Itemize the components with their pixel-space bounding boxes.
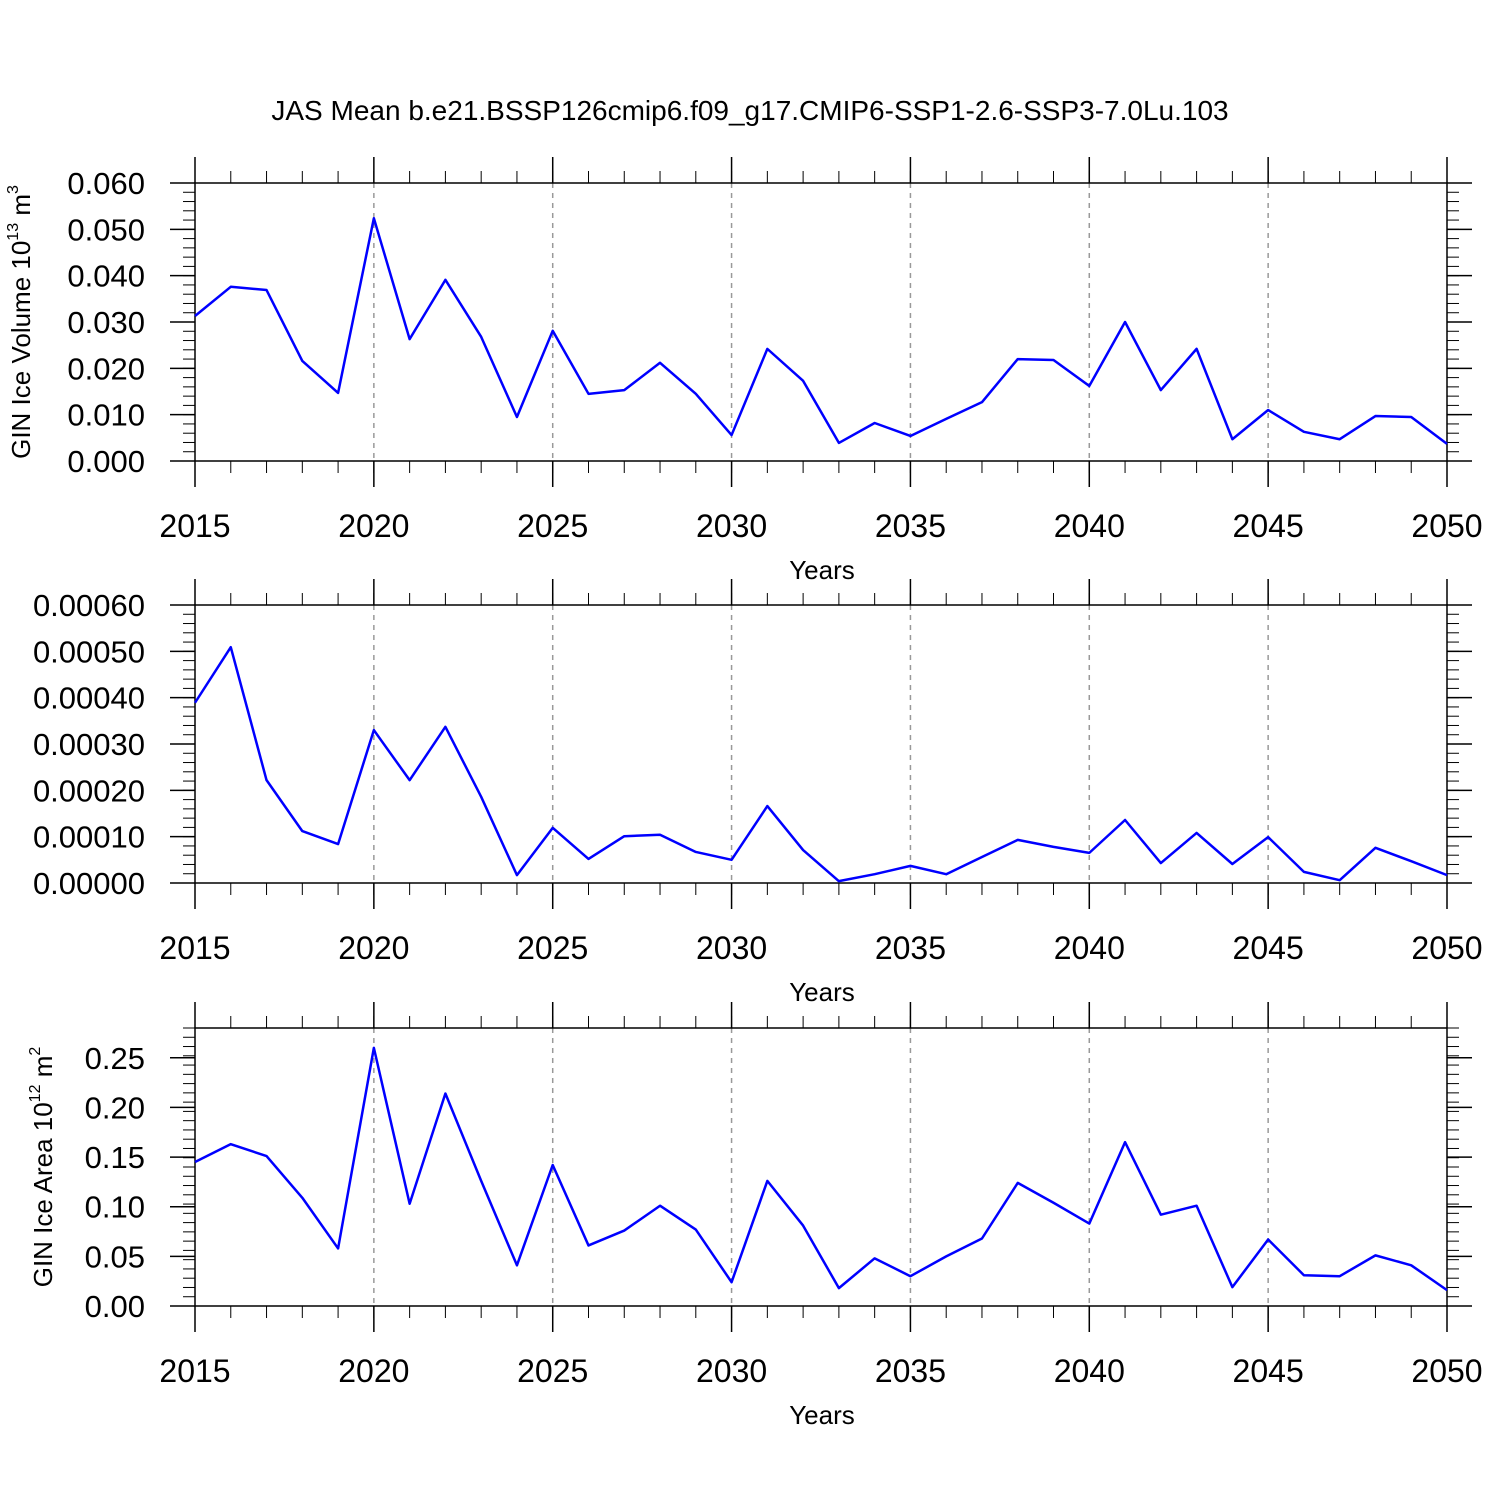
x-tick-label: 2035: [875, 1353, 946, 1389]
y-axis-label: GIN Snow Volume 1013 m3: [0, 592, 4, 896]
y-axis-label-unit: m: [6, 194, 36, 223]
x-tick-label: 2035: [875, 930, 946, 966]
y-axis-label-unit-exponent: 3: [5, 185, 22, 194]
y-axis-label: GIN Ice Area 1012 m2: [27, 1047, 58, 1288]
y-tick-label: 0.000: [67, 444, 145, 479]
x-tick-label: 2045: [1233, 1353, 1304, 1389]
y-axis-label-unit-exponent: 2: [27, 1047, 44, 1056]
y-tick-label: 0.00010: [33, 820, 145, 855]
y-tick-label: 0.020: [67, 351, 145, 386]
y-tick-label: 0.010: [67, 398, 145, 433]
y-tick-label: 0.040: [67, 259, 145, 294]
x-axis-label: Years: [789, 1400, 855, 1430]
y-tick-label: 0.10: [85, 1190, 145, 1225]
y-tick-label: 0.00060: [33, 588, 145, 623]
chart-title: JAS Mean b.e21.BSSP126cmip6.f09_g17.CMIP…: [271, 95, 1228, 126]
x-tick-label: 2025: [517, 1353, 588, 1389]
y-axis-label-unit: m: [28, 1056, 58, 1085]
data-line: [194, 1046, 1448, 1292]
x-tick-label: 2020: [338, 1353, 409, 1389]
x-tick-label: 2050: [1411, 930, 1482, 966]
y-tick-label: 0.00050: [33, 634, 145, 669]
x-tick-label: 2045: [1233, 508, 1304, 544]
x-tick-label: 2020: [338, 508, 409, 544]
x-tick-label: 2050: [1411, 508, 1482, 544]
data-line: [194, 216, 1448, 445]
x-tick-label: 2040: [1054, 508, 1125, 544]
data-line: [193, 645, 1448, 883]
x-tick-label: 2030: [696, 1353, 767, 1389]
y-tick-label: 0.00020: [33, 773, 145, 808]
y-tick-label: 0.05: [85, 1239, 145, 1274]
y-tick-label: 0.050: [67, 212, 145, 247]
y-tick-label: 0.25: [85, 1041, 145, 1076]
y-tick-label: 0.030: [67, 305, 145, 340]
x-axis-label: Years: [789, 977, 855, 1007]
x-axis-label: Years: [789, 555, 855, 585]
y-tick-label: 0.060: [67, 166, 145, 201]
x-tick-label: 2030: [696, 508, 767, 544]
x-tick-label: 2015: [159, 508, 230, 544]
x-tick-label: 2040: [1054, 930, 1125, 966]
x-tick-label: 2015: [159, 1353, 230, 1389]
y-tick-label: 0.15: [85, 1140, 145, 1175]
x-tick-label: 2040: [1054, 1353, 1125, 1389]
x-tick-label: 2045: [1233, 930, 1304, 966]
x-tick-label: 2035: [875, 508, 946, 544]
x-tick-label: 2020: [338, 930, 409, 966]
y-axis-label-exponent: 13: [5, 223, 22, 241]
y-tick-label: 0.00040: [33, 681, 145, 716]
y-axis-label-text: GIN Ice Volume 10: [6, 241, 36, 459]
y-axis-label-text: GIN Snow Volume 10: [0, 648, 4, 897]
x-tick-label: 2025: [517, 508, 588, 544]
x-tick-label: 2050: [1411, 1353, 1482, 1389]
y-tick-label: 0.00030: [33, 727, 145, 762]
x-tick-label: 2025: [517, 930, 588, 966]
y-axis-label: GIN Ice Volume 1013 m3: [5, 185, 36, 459]
y-tick-label: 0.20: [85, 1090, 145, 1125]
x-tick-label: 2030: [696, 930, 767, 966]
x-tick-label: 2015: [159, 930, 230, 966]
y-axis-label-unit: m: [0, 601, 4, 630]
y-tick-label: 0.00: [85, 1289, 145, 1324]
y-axis-label-exponent: 12: [27, 1084, 44, 1102]
y-axis-label-text: GIN Ice Area 10: [28, 1102, 58, 1287]
y-tick-label: 0.00000: [33, 866, 145, 901]
